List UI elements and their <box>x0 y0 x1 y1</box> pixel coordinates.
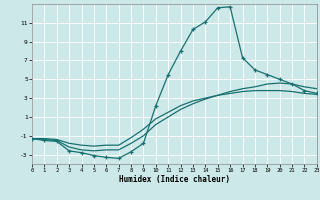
X-axis label: Humidex (Indice chaleur): Humidex (Indice chaleur) <box>119 175 230 184</box>
